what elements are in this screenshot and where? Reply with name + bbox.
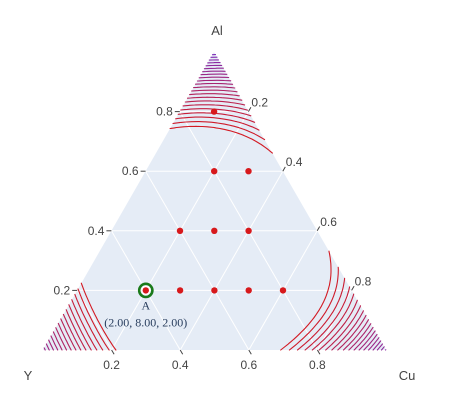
tick-label-y: 0.2 [103, 358, 120, 372]
tick-label-al: 0.6 [122, 164, 139, 178]
tick-label-al: 0.8 [156, 105, 173, 119]
tick-label-cu: 0.8 [355, 274, 372, 288]
contour-line-9 [57, 93, 367, 351]
axis-title-al: Al [211, 23, 223, 38]
highlighted-point-group[interactable]: A (2.00, 8.00, 2.00) [104, 282, 187, 330]
contour-line-11 [52, 86, 372, 351]
data-point[interactable] [279, 287, 287, 294]
axis-title-y: Y [24, 368, 33, 383]
tick-cu-0.2 [247, 107, 252, 112]
contour-line-14 [45, 76, 378, 351]
contour-line-8 [60, 96, 364, 351]
contour-line-13 [48, 79, 376, 351]
data-point[interactable] [245, 227, 252, 234]
contour-line-18 [205, 64, 385, 351]
tick-label-y: 0.6 [240, 358, 257, 372]
axis-ticks: 0.2 0.4 0.6 0.8 0.2 0.4 0.6 0.8 0.8 0.6 0.4 0.2 [54, 96, 372, 372]
contour-line-3 [74, 116, 346, 351]
tick-label-al: 0.4 [88, 224, 105, 238]
contour-line-10 [55, 89, 370, 351]
contour-lines [43, 54, 387, 351]
data-point[interactable] [211, 227, 218, 234]
tick-label-cu: 0.2 [251, 96, 268, 110]
axis-title-cu: Cu [399, 368, 416, 383]
contour-line-5 [68, 108, 355, 351]
contour-line-16 [202, 70, 382, 351]
data-points [142, 108, 287, 294]
tick-label-cu: 0.6 [320, 215, 337, 229]
contour-line-2 [77, 121, 339, 351]
data-point[interactable] [211, 287, 218, 294]
ternary-plot-area [43, 52, 386, 350]
contour-line-1 [80, 125, 332, 351]
contour-line-17 [203, 67, 384, 351]
contour-line-12 [50, 82, 374, 351]
contour-line-15 [43, 73, 380, 351]
data-point[interactable] [176, 287, 184, 294]
tick-cu-0.8 [351, 285, 355, 291]
tick-label-al: 0.2 [54, 283, 71, 297]
gridline-y-0.4 [145, 170, 250, 351]
highlighted-point-ring[interactable] [137, 282, 154, 299]
tick-cu-0.4 [282, 166, 286, 172]
data-point[interactable] [245, 287, 252, 294]
contour-line-7 [62, 100, 362, 351]
gridline-cu-0.4 [179, 170, 284, 351]
data-point[interactable] [211, 168, 218, 175]
highlighted-point[interactable] [142, 287, 149, 294]
point-label-a: A [141, 298, 150, 312]
contour-line-19 [207, 62, 387, 351]
tick-label-y: 0.8 [309, 358, 326, 372]
tick-y-0.8 [111, 349, 115, 355]
tick-y-0.2 [316, 349, 321, 355]
data-point[interactable] [176, 227, 184, 234]
tick-label-cu: 0.4 [286, 155, 303, 169]
point-coordinates-label: (2.00, 8.00, 2.00) [104, 315, 187, 329]
data-point[interactable] [245, 168, 252, 175]
tick-cu-0.6 [316, 226, 321, 232]
tick-y-0.4 [248, 349, 252, 355]
contour-line-6 [65, 104, 358, 351]
data-point[interactable] [210, 108, 218, 115]
tick-y-0.6 [179, 349, 184, 355]
tick-label-y: 0.4 [172, 358, 189, 372]
